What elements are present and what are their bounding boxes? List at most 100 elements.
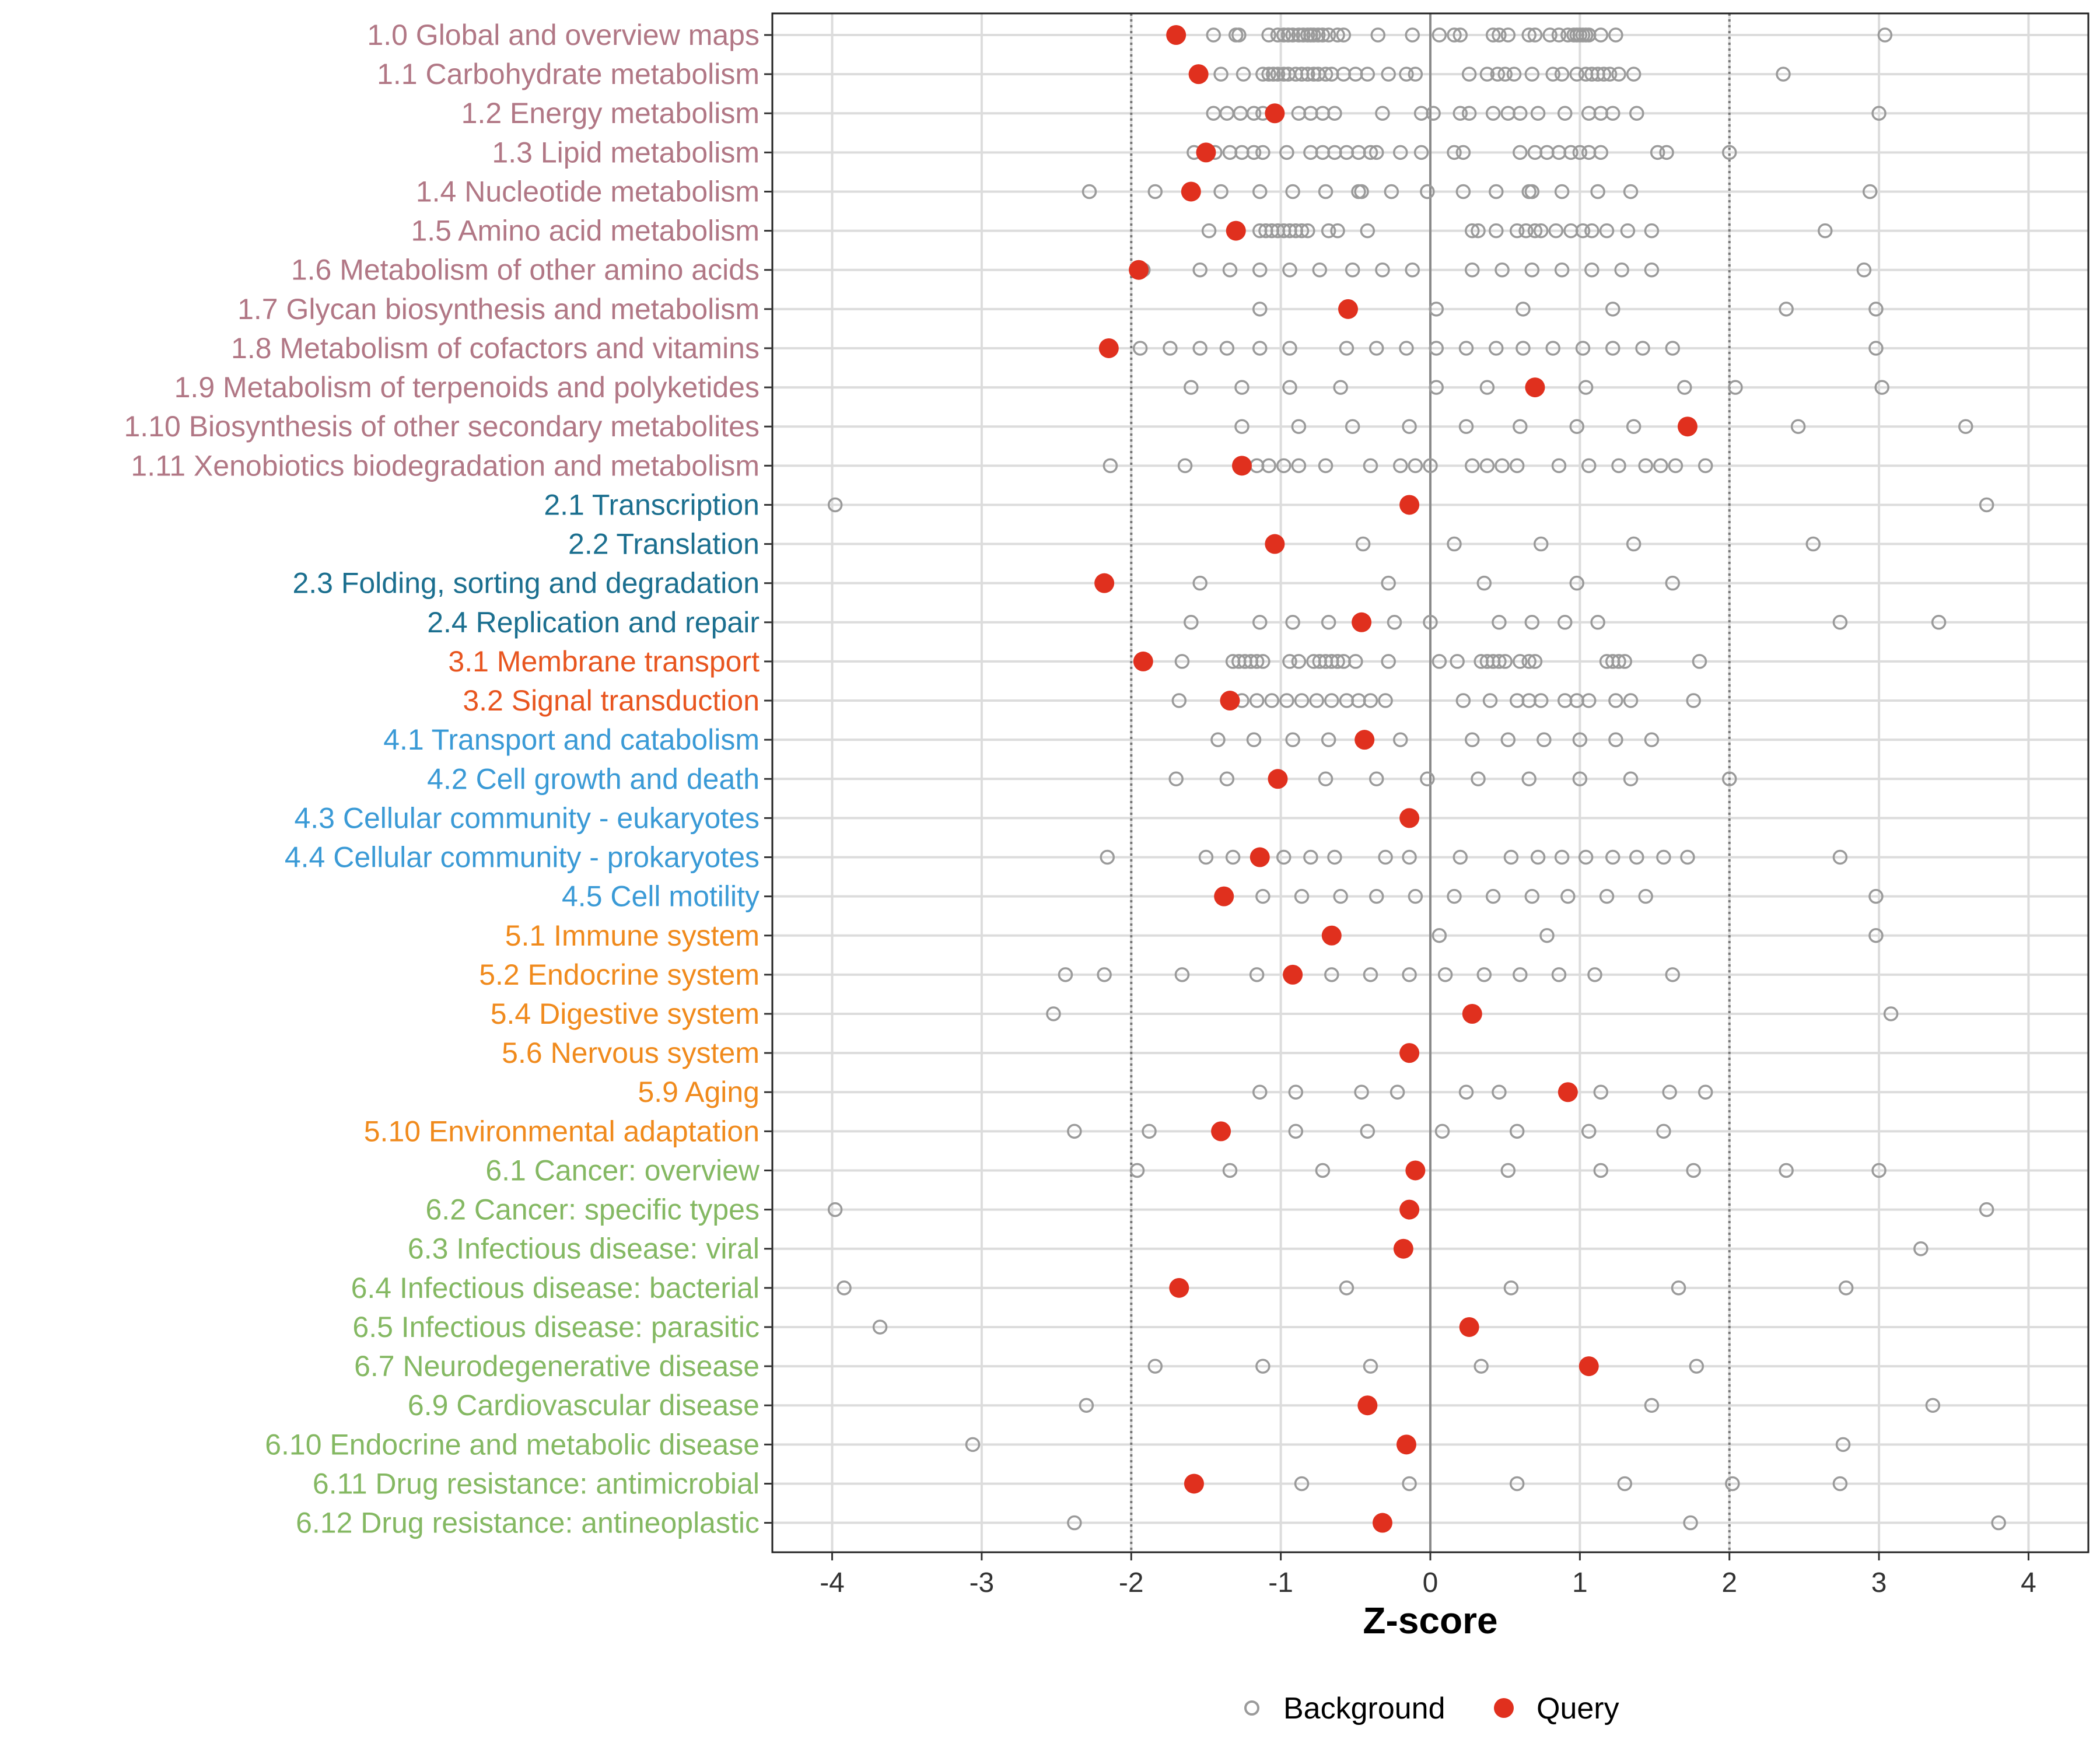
category-label: 4.3 Cellular community - eukaryotes <box>294 802 760 834</box>
background-point <box>1617 654 1633 669</box>
background-point <box>1294 693 1310 708</box>
background-point <box>1584 262 1600 278</box>
background-point <box>1294 1476 1310 1492</box>
background-point <box>1489 223 1504 239</box>
background-point <box>1689 1359 1704 1374</box>
background-point <box>1363 145 1378 160</box>
background-point <box>1147 184 1163 200</box>
category-label: 1.2 Energy metabolism <box>461 97 760 130</box>
background-point <box>1363 693 1378 708</box>
background-point <box>1246 106 1262 121</box>
background-point <box>1336 27 1352 43</box>
background-point <box>1620 223 1636 239</box>
background-point <box>1381 66 1396 82</box>
background-point <box>1925 1398 1941 1413</box>
background-point <box>1408 888 1423 904</box>
query-point <box>1268 769 1288 789</box>
background-point <box>1201 223 1217 239</box>
query-point <box>1231 456 1252 476</box>
background-point <box>1192 575 1208 591</box>
background-point <box>1378 849 1393 865</box>
background-point <box>1554 262 1570 278</box>
background-point <box>1447 888 1462 904</box>
background-point <box>1575 223 1591 239</box>
background-point <box>1593 145 1609 160</box>
query-point <box>1405 1160 1426 1181</box>
background-point <box>1360 66 1376 82</box>
background-point <box>1572 145 1588 160</box>
background-point <box>1184 615 1199 630</box>
query-point <box>1393 1238 1413 1259</box>
background-point <box>1192 262 1208 278</box>
background-point <box>1368 771 1384 787</box>
background-point <box>1602 66 1618 82</box>
background-point <box>1805 536 1821 552</box>
background-point <box>1868 341 1884 356</box>
background-point <box>1282 380 1297 395</box>
query-point <box>1250 847 1270 867</box>
background-point <box>1877 27 1893 43</box>
background-point <box>1312 262 1328 278</box>
background-point <box>1147 1359 1163 1374</box>
background-point <box>1725 1476 1740 1492</box>
background-point <box>1318 184 1334 200</box>
query-point <box>1338 299 1358 319</box>
background-point <box>1465 223 1480 239</box>
background-point <box>1868 302 1884 317</box>
query-point <box>1558 1082 1578 1102</box>
background-point <box>1494 458 1510 474</box>
background-point <box>1318 66 1334 82</box>
background-point <box>1285 184 1300 200</box>
background-point <box>1521 27 1536 43</box>
background-point <box>1368 145 1384 160</box>
category-label: 6.7 Neurodegenerative disease <box>354 1350 760 1382</box>
background-point <box>1282 262 1297 278</box>
category-label: 5.1 Immune system <box>505 919 760 952</box>
background-point <box>1225 849 1241 865</box>
background-point <box>1300 66 1315 82</box>
background-point <box>1142 1124 1157 1139</box>
category-label: 6.12 Drug resistance: antineoplastic <box>296 1507 760 1539</box>
query-point <box>1372 1513 1392 1533</box>
background-point <box>1578 849 1594 865</box>
query-point <box>1098 338 1119 358</box>
background-point <box>1264 693 1280 708</box>
background-point <box>1399 341 1414 356</box>
category-label: 2.2 Translation <box>568 528 760 561</box>
background-point <box>1309 693 1324 708</box>
background-point <box>1611 654 1626 669</box>
background-point <box>1516 341 1531 356</box>
background-point <box>1300 223 1315 239</box>
background-point <box>1548 223 1564 239</box>
background-point <box>1387 615 1402 630</box>
background-point <box>1856 262 1872 278</box>
background-point <box>1605 302 1620 317</box>
background-point <box>1270 27 1286 43</box>
background-point <box>1721 145 1737 160</box>
background-point <box>1668 458 1684 474</box>
background-point <box>1485 27 1501 43</box>
background-point <box>1437 967 1453 982</box>
background-point <box>1599 888 1615 904</box>
query-point <box>1129 260 1149 280</box>
background-point <box>1246 145 1262 160</box>
background-point <box>1461 106 1477 121</box>
background-point <box>1623 771 1639 787</box>
background-point <box>1530 849 1546 865</box>
query-point <box>1354 730 1375 750</box>
background-point <box>1405 262 1420 278</box>
background-point <box>1426 106 1441 121</box>
background-point <box>1497 66 1513 82</box>
background-point <box>1536 732 1552 747</box>
background-point <box>1779 1163 1794 1178</box>
background-point <box>1392 145 1408 160</box>
background-point <box>1222 262 1238 278</box>
background-point <box>1429 302 1444 317</box>
background-point <box>1408 66 1423 82</box>
background-point <box>1432 928 1447 943</box>
background-point <box>1545 341 1560 356</box>
x-tick-label: -3 <box>970 1567 995 1598</box>
background-point <box>1327 849 1342 865</box>
background-point <box>1524 888 1540 904</box>
